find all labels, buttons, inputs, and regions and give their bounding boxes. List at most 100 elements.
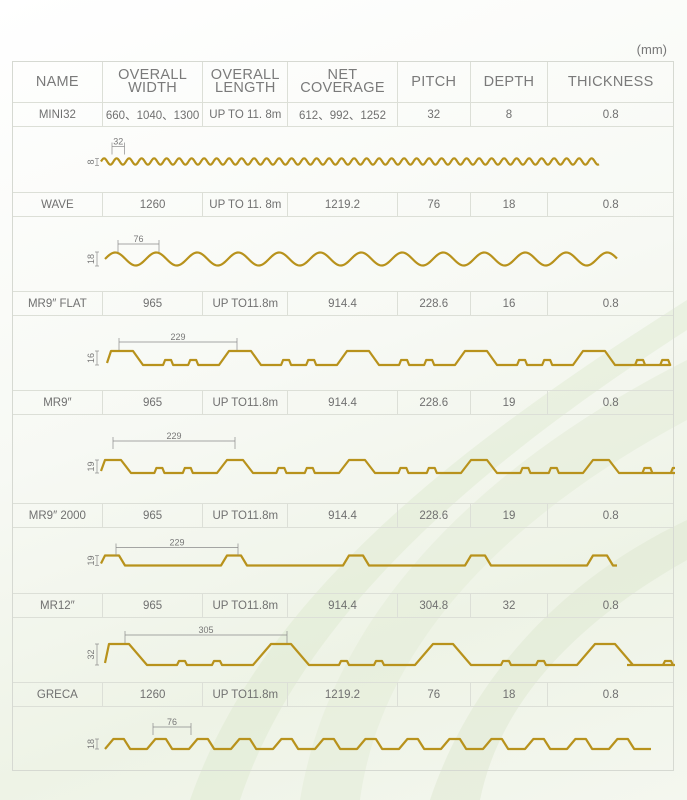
table-row: MR9″ FLAT 965 UP TO11.8m 914.4 228.6 16 0.8: [13, 291, 673, 316]
cell-pitch: 76: [398, 193, 471, 216]
profile-drawing-mini-wave: 32 8: [13, 127, 673, 192]
profile-line: [104, 737, 651, 751]
cell-depth: 32: [471, 594, 549, 617]
cell-name: MINI32: [13, 103, 103, 126]
pitch-dimension: [111, 142, 125, 155]
profile-drawing-wave: 76 18: [13, 217, 673, 291]
pitch-dimension: [118, 338, 238, 350]
cell-depth: 16: [471, 292, 549, 315]
cell-depth: 18: [471, 683, 549, 706]
cell-net-coverage: 1219.2: [288, 193, 398, 216]
cell-overall-width: 965: [103, 504, 204, 527]
cell-overall-length: UP TO 11. 8m: [203, 103, 289, 126]
profile-drawing-trapezoid-ribbed: 229 19: [13, 415, 675, 503]
cell-depth: 18: [471, 193, 549, 216]
table-row: WAVE 1260 UP TO 11. 8m 1219.2 76 18 0.8: [13, 192, 673, 217]
cell-pitch: 228.6: [398, 292, 471, 315]
cell-name: MR12″: [13, 594, 103, 617]
cell-net-coverage: 914.4: [288, 391, 398, 414]
cell-depth: 19: [471, 504, 549, 527]
cell-overall-width: 965: [103, 292, 204, 315]
cell-overall-length: UP TO 11. 8m: [203, 193, 289, 216]
pitch-dimension-label: 305: [198, 625, 213, 635]
depth-dimension-label: 19: [86, 461, 96, 471]
profile-line: [104, 251, 618, 267]
depth-dimension-label: 18: [86, 739, 96, 749]
depth-dimension: [95, 251, 99, 267]
table-header: NAME OVERALL WIDTH OVERALL LENGTH NET COVER…: [13, 62, 673, 103]
cell-overall-width: 965: [103, 391, 204, 414]
cell-name: MR9″ FLAT: [13, 292, 103, 315]
pitch-dimension-label: 229: [166, 431, 181, 441]
cell-net-coverage: 914.4: [288, 292, 398, 315]
cell-overall-width: 965: [103, 594, 204, 617]
cell-net-coverage: 914.4: [288, 504, 398, 527]
cell-net-coverage: 914.4: [288, 594, 398, 617]
pitch-dimension-label: 229: [170, 332, 185, 342]
cell-overall-width: 660、1040、1300: [103, 103, 204, 126]
cell-depth: 19: [471, 391, 549, 414]
cell-pitch: 304.8: [398, 594, 471, 617]
table-row: MINI32 660、1040、1300 UP TO 11. 8m 612、992、1…: [13, 102, 673, 127]
cell-overall-length: UP TO11.8m: [203, 504, 289, 527]
cell-name: MR9″: [13, 391, 103, 414]
depth-dimension-label: 19: [86, 555, 96, 565]
cell-overall-length: UP TO11.8m: [203, 594, 289, 617]
cell-thickness: 0.8: [602, 509, 619, 522]
profile-drawing-greca: 76 18: [13, 707, 673, 771]
profile-line: [100, 554, 617, 567]
profile-line: [103, 642, 675, 667]
specification-table: NAME OVERALL WIDTH OVERALL LENGTH NET COVER…: [12, 61, 675, 771]
cell-thickness: 0.8: [602, 297, 619, 310]
table-row: MR12″ 965 UP TO11.8m 914.4 304.8 32 0.8: [13, 593, 673, 618]
depth-dimension: [95, 643, 99, 666]
header-overall-width: OVERALL WIDTH: [103, 62, 204, 102]
depth-dimension-label: 16: [86, 353, 96, 363]
cell-pitch: 228.6: [398, 504, 471, 527]
cell-net-coverage: 1219.2: [288, 683, 398, 706]
cell-thickness: 0.8: [602, 108, 619, 121]
depth-dimension: [95, 738, 99, 750]
header-name: NAME: [13, 62, 103, 102]
pitch-dimension: [152, 723, 192, 735]
depth-dimension: [95, 555, 99, 566]
table-row: GRECA 1260 UP TO11.8m 1219.2 76 18 0.8: [13, 682, 673, 707]
cell-pitch: 76: [398, 683, 471, 706]
depth-dimension: [95, 459, 99, 474]
header-depth: DEPTH: [471, 62, 549, 102]
table-row: MR9″ 965 UP TO11.8m 914.4 228.6 19 0.8: [13, 390, 673, 415]
depth-dimension: [95, 158, 99, 166]
cell-name: GRECA: [13, 683, 103, 706]
cell-thickness: 0.8: [602, 396, 619, 409]
cell-overall-width: 1260: [103, 683, 204, 706]
header-overall-length: OVERALL LENGTH: [203, 62, 289, 102]
cell-overall-length: UP TO11.8m: [203, 391, 289, 414]
depth-dimension-label: 18: [86, 254, 96, 264]
cell-name: MR9″ 2000: [13, 504, 103, 527]
cell-overall-length: UP TO11.8m: [203, 683, 289, 706]
cell-net-coverage: 612、992、1252: [288, 103, 398, 126]
pitch-dimension: [117, 240, 160, 252]
cell-overall-length: UP TO11.8m: [203, 292, 289, 315]
header-thickness: THICKNESS: [567, 73, 654, 90]
cell-thickness: 0.8: [602, 599, 619, 612]
cell-overall-width: 1260: [103, 193, 204, 216]
pitch-dimension-label: 229: [169, 538, 184, 548]
pitch-dimension-label: 76: [133, 234, 143, 244]
profile-line: [100, 157, 600, 166]
pitch-dimension: [115, 543, 239, 556]
pitch-dimension: [112, 437, 236, 449]
profile-line: [105, 349, 672, 367]
header-net-coverage: NET COVERAGE: [288, 62, 398, 102]
cell-thickness: 0.8: [602, 198, 619, 211]
profile-drawing-deep-trapezoid: 305 32: [13, 618, 675, 682]
pitch-dimension-label: 76: [167, 717, 177, 727]
depth-dimension-label: 32: [86, 649, 96, 659]
cell-pitch: 32: [398, 103, 471, 126]
cell-depth: 8: [471, 103, 549, 126]
depth-dimension-label: 8: [86, 159, 96, 164]
pitch-dimension: [124, 631, 288, 643]
unit-label: (mm): [636, 42, 667, 57]
table-row: MR9″ 2000 965 UP TO11.8m 914.4 228.6 19 0.8: [13, 503, 673, 528]
profile-line: [99, 458, 675, 475]
